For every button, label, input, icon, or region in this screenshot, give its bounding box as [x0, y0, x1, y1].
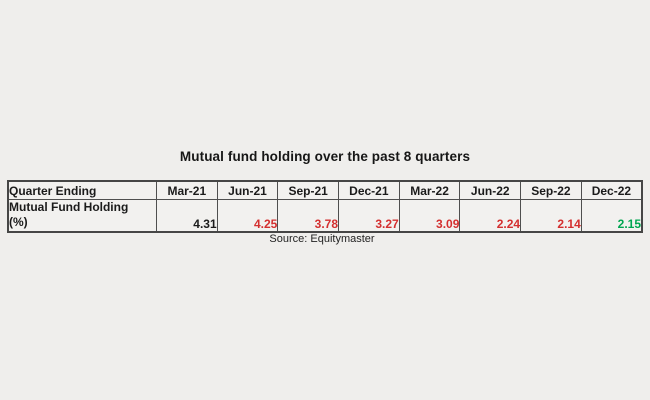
header-row: Quarter Ending Mar-21 Jun-21 Sep-21 Dec-…	[7, 180, 643, 200]
holding-value-6: 2.14	[520, 199, 582, 233]
row-label: Mutual Fund Holding (%)	[7, 199, 157, 233]
column-header-quarter-5: Jun-22	[459, 180, 522, 200]
row-label-line2: (%)	[9, 215, 28, 229]
column-header-quarter-4: Mar-22	[398, 180, 461, 200]
chart-title: Mutual fund holding over the past 8 quar…	[179, 149, 471, 164]
data-row: Mutual Fund Holding (%) 4.31 4.25 3.78 3…	[7, 199, 643, 233]
holding-value-1: 4.25	[216, 199, 279, 233]
holding-value-7: 2.15	[580, 199, 643, 233]
source-caption: Source: Equitymaster	[269, 233, 375, 245]
holding-value-2: 3.78	[277, 199, 340, 233]
column-header-quarter-2: Sep-21	[277, 180, 340, 200]
column-header-quarter-0: Mar-21	[155, 180, 218, 200]
column-header-quarter-3: Dec-21	[338, 180, 400, 200]
column-header-quarter-6: Sep-22	[520, 180, 582, 200]
holding-value-5: 2.24	[459, 199, 522, 233]
holding-value-3: 3.27	[338, 199, 400, 233]
column-header-quarter-1: Jun-21	[216, 180, 279, 200]
holdings-table: Quarter Ending Mar-21 Jun-21 Sep-21 Dec-…	[7, 180, 643, 233]
row-label-line1: Mutual Fund Holding	[9, 200, 129, 214]
holding-value-0: 4.31	[155, 199, 218, 233]
column-header-quarter-7: Dec-22	[580, 180, 643, 200]
column-header-quarter-ending: Quarter Ending	[7, 180, 157, 200]
holding-value-4: 3.09	[398, 199, 461, 233]
